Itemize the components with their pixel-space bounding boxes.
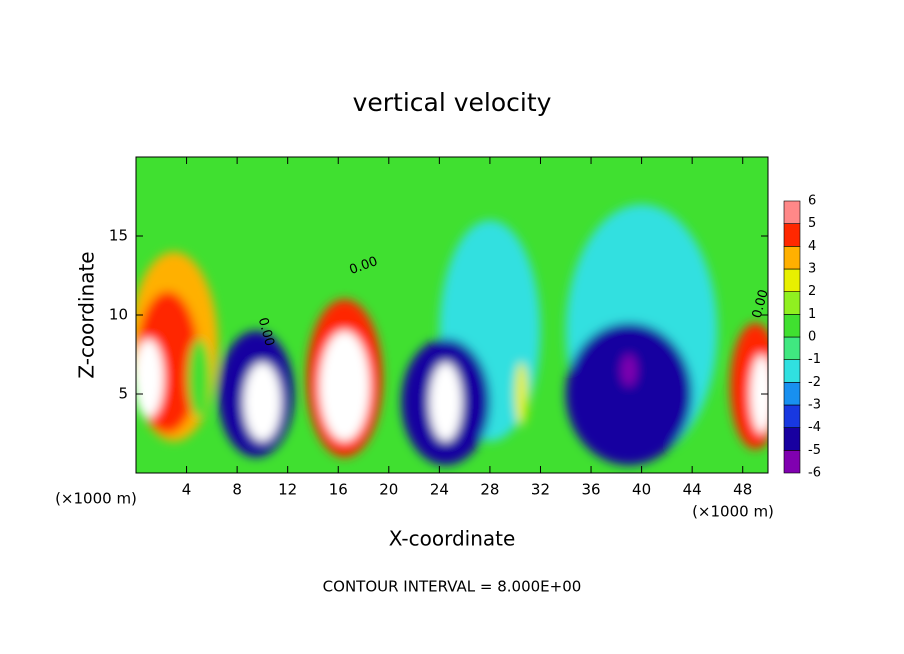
contour-label: 0.00 [750,288,772,320]
colorbar-swatch [783,404,801,428]
colorbar-swatch [783,246,801,270]
feature [429,362,463,442]
colorbar-swatch [783,291,801,315]
colorbar-label: 5 [808,216,816,231]
colorbar-label: 6 [808,194,816,209]
feature [750,354,768,434]
x-tick-label: 40 [632,481,651,499]
x-tick-label: 16 [329,481,348,499]
colorbar-swatch [783,427,801,451]
contour-label: 0.00 [255,316,277,348]
colorbar-swatch [783,382,801,406]
colorbar-label: -1 [808,352,821,367]
feature [243,362,282,442]
x-tick-label: 8 [232,481,242,499]
colorbar-label: -6 [808,466,821,481]
footnote: CONTOUR INTERVAL = 8.000E+00 [323,578,582,596]
x-tick-label: 48 [733,481,752,499]
colorbar-swatch [783,268,801,292]
colorbar-label: -2 [808,375,821,390]
colorbar-swatch [783,223,801,247]
x-unit-label: (×1000 m) [55,490,137,508]
colorbar-swatch [783,314,801,338]
y-tick-label: 10 [109,306,128,324]
colorbar-label: 0 [808,330,816,345]
colorbar-swatch [783,336,801,360]
x-tick-label: 44 [683,481,702,499]
x-tick-label: 24 [430,481,449,499]
colorbar-swatch [783,359,801,383]
feature [187,338,211,418]
colorbar-swatch [783,200,801,224]
colorbar-label: 2 [808,284,816,299]
colorbar-swatch [783,450,801,474]
features [136,204,768,466]
x-axis-label: X-coordinate [389,527,516,551]
feature [136,338,164,418]
y-axis-label: Z-coordinate [75,251,99,378]
field [136,157,768,473]
colorbar-label: 4 [808,239,816,254]
x-tick-label: 12 [278,481,297,499]
x-tick-label: 4 [182,481,192,499]
feature [515,362,528,426]
feature [565,322,693,466]
colorbar-label: 3 [808,262,816,277]
colorbar-label: -5 [808,443,821,458]
colorbar-label: 1 [808,307,816,322]
feature [621,354,637,387]
x-tick-label: 32 [531,481,550,499]
colorbar-label: -4 [808,420,821,435]
x-tick-label: 28 [480,481,499,499]
y-tick-label: 5 [118,385,128,403]
x-tick-label: 36 [581,481,600,499]
x-unit-label: (×1000 m) [692,503,774,521]
feature [319,330,370,442]
colorbar-label: -3 [808,398,821,413]
chart-title: vertical velocity [353,88,552,117]
y-tick-label: 15 [109,227,128,245]
x-tick-label: 20 [379,481,398,499]
